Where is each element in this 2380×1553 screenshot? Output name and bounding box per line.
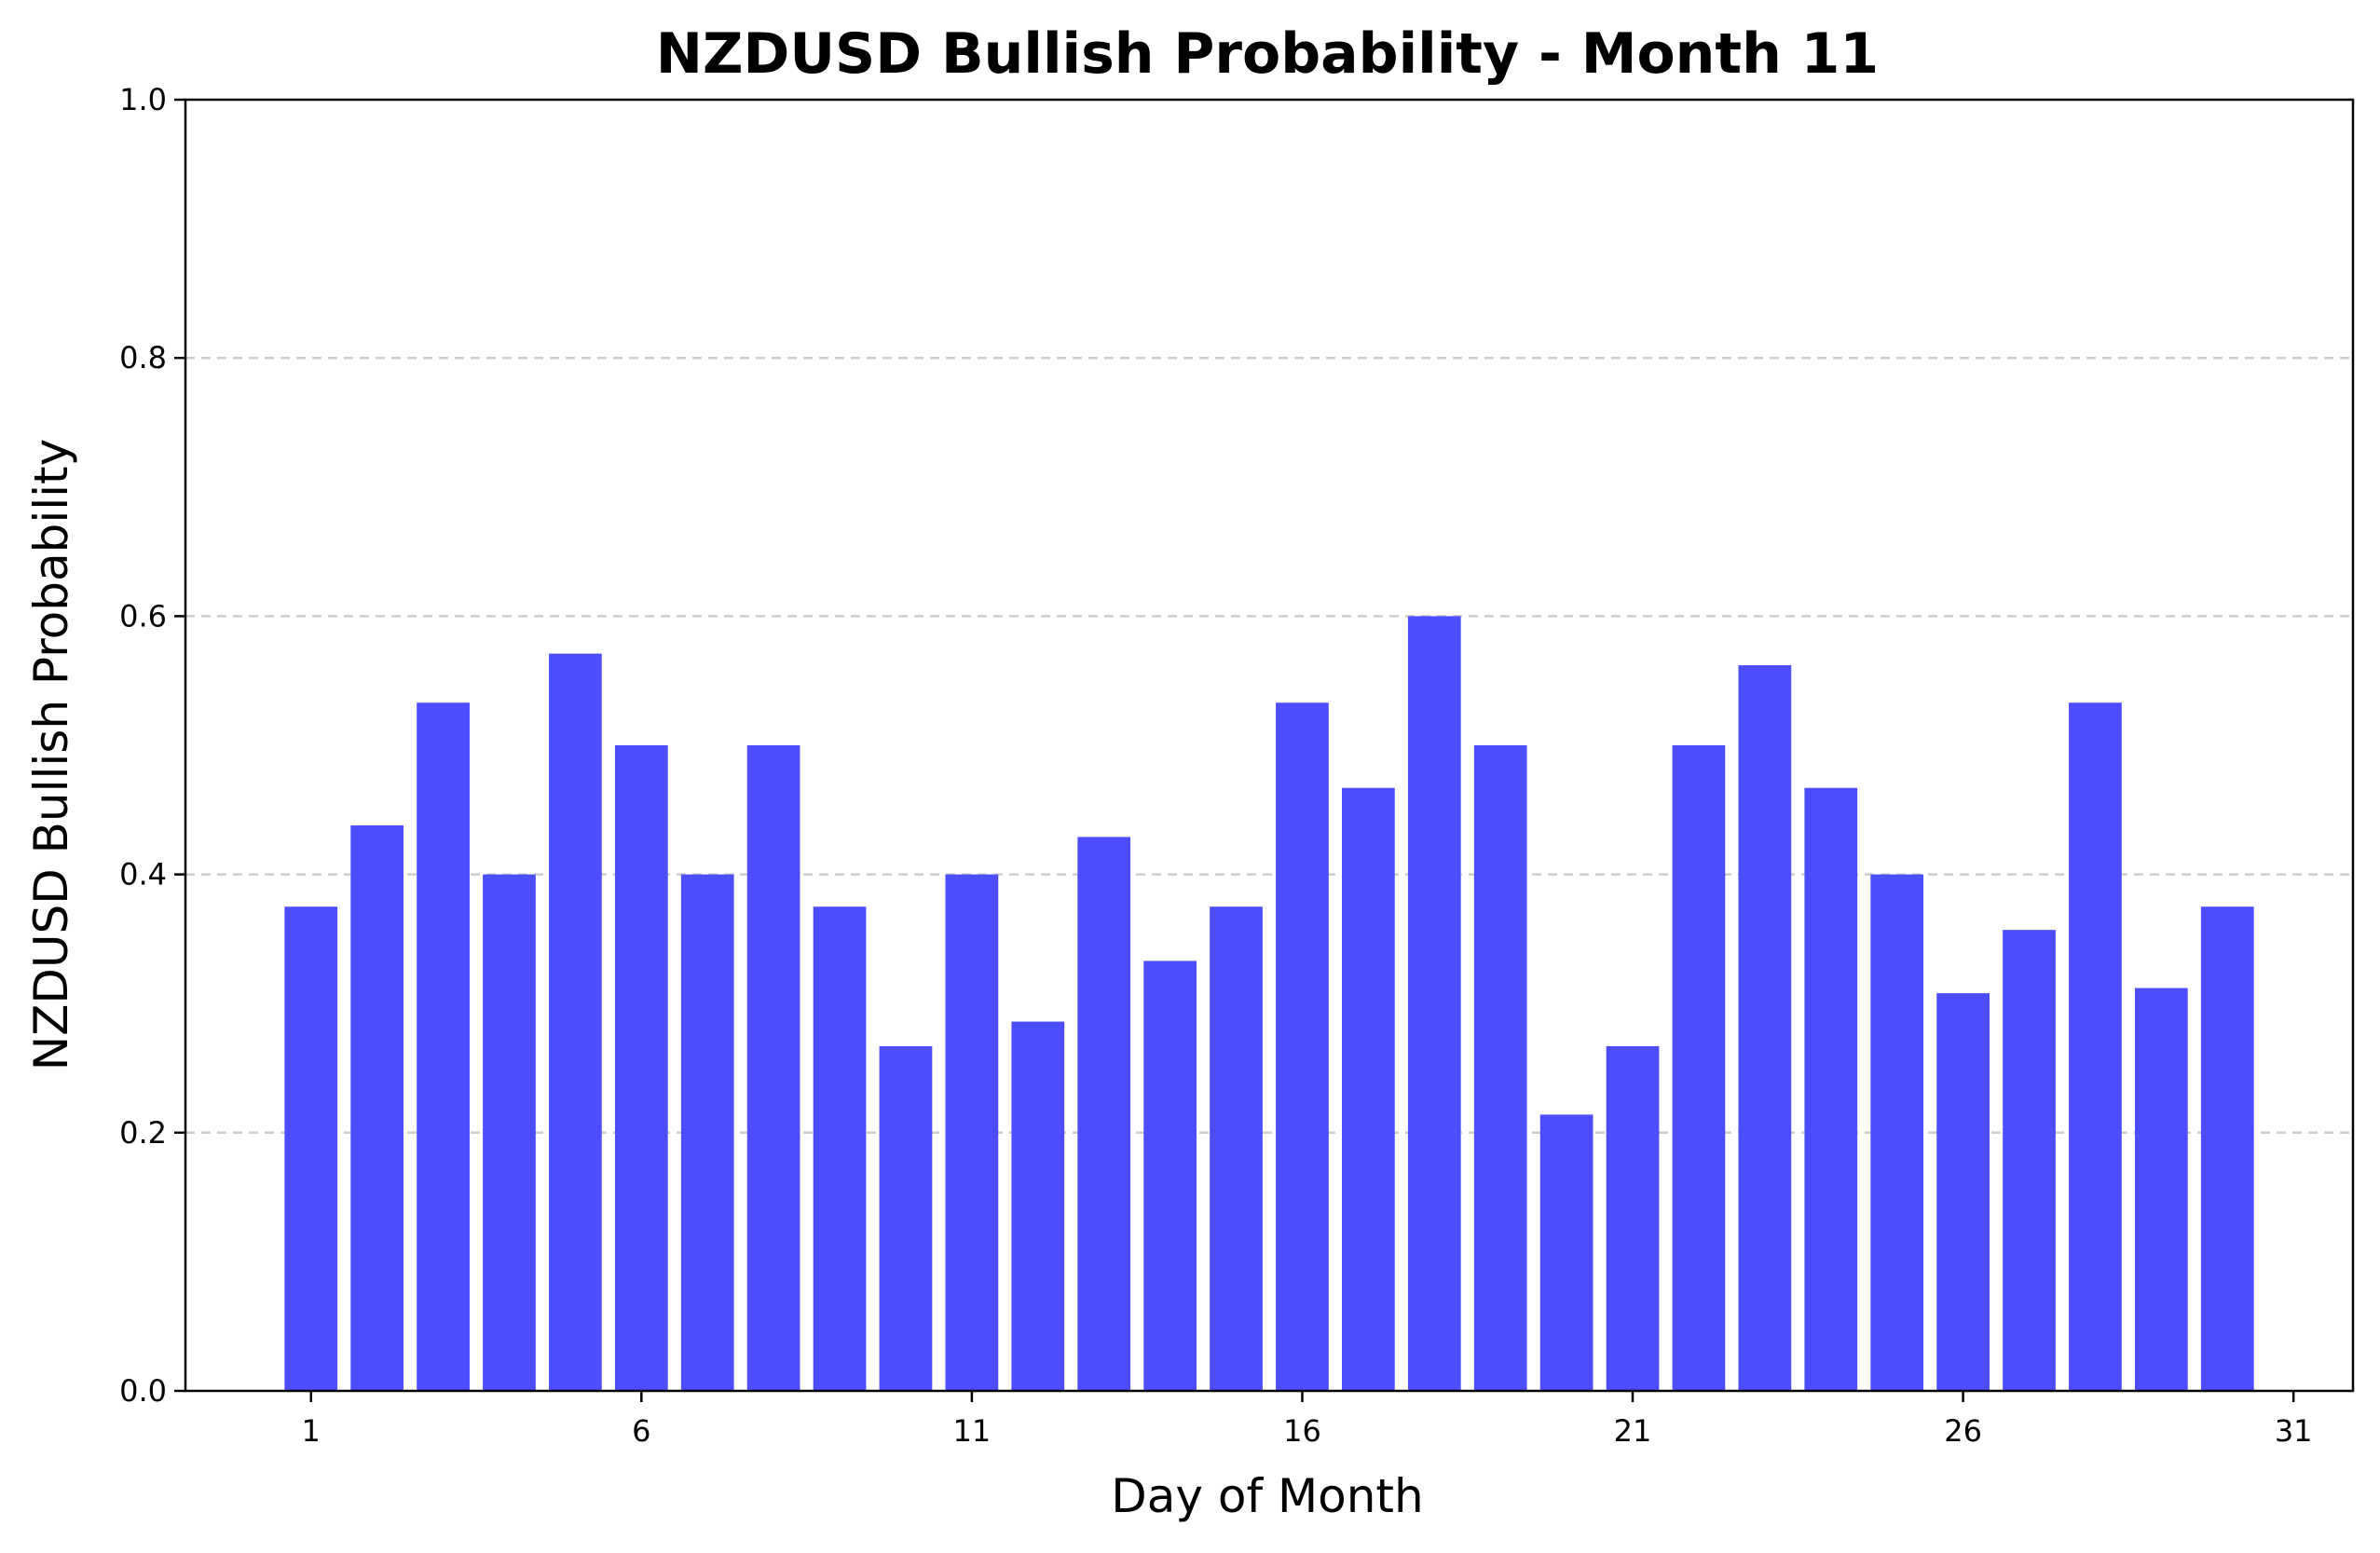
x-axis-label: Day of Month: [1111, 1469, 1423, 1523]
bar-day-18: [1407, 616, 1461, 1391]
bar-day-5: [549, 653, 602, 1391]
bar-day-24: [1804, 787, 1858, 1391]
y-tick-label: 0.2: [119, 1115, 167, 1151]
bar-day-15: [1210, 906, 1263, 1391]
bar-day-13: [1077, 837, 1131, 1391]
bar-day-25: [1870, 874, 1924, 1391]
bar-day-9: [813, 906, 867, 1391]
x-tick-label: 1: [302, 1413, 321, 1449]
y-tick-label: 0.6: [119, 598, 167, 633]
bars: [284, 616, 2254, 1391]
bar-day-20: [1539, 1114, 1594, 1391]
bar-day-4: [483, 874, 536, 1391]
x-tick-label: 6: [632, 1413, 650, 1449]
x-tick-label: 11: [953, 1413, 992, 1449]
x-tick-label: 31: [2275, 1413, 2313, 1449]
chart-title: NZDUSD Bullish Probability - Month 11: [656, 21, 1879, 87]
y-tick-label: 0.4: [119, 857, 167, 892]
bar-day-1: [284, 906, 338, 1391]
bar-day-16: [1276, 702, 1329, 1391]
y-axis-label: NZDUSD Bullish Probability: [24, 439, 78, 1071]
bar-day-7: [680, 874, 734, 1391]
bar-day-17: [1342, 787, 1395, 1391]
y-tick-label: 0.8: [119, 340, 167, 375]
bar-day-28: [2069, 702, 2122, 1391]
bar-day-19: [1473, 745, 1527, 1391]
gridlines: [185, 356, 2353, 1135]
bar-day-26: [1936, 993, 1990, 1391]
bar-day-2: [350, 824, 404, 1391]
bar-day-21: [1606, 1045, 1660, 1391]
bar-day-23: [1738, 665, 1792, 1391]
plot-frame: [184, 98, 2355, 1393]
bar-day-14: [1143, 960, 1197, 1391]
x-tick-label: 21: [1614, 1413, 1652, 1449]
bar-day-30: [2200, 906, 2254, 1391]
x-tick-label: 26: [1944, 1413, 1982, 1449]
bar-day-27: [2003, 930, 2056, 1391]
x-axis-ticks: 1 6 11 16 21 26 31: [302, 1391, 2313, 1449]
y-tick-label: 1.0: [119, 82, 167, 117]
bar-day-3: [417, 702, 470, 1391]
bar-day-6: [614, 745, 668, 1391]
x-tick-label: 16: [1283, 1413, 1321, 1449]
y-tick-label: 0.0: [119, 1373, 167, 1409]
bar-day-12: [1011, 1021, 1065, 1391]
bar-day-8: [746, 745, 800, 1391]
bar-day-11: [945, 874, 999, 1391]
y-axis-ticks: 0.0 0.2 0.4 0.6 0.8 1.0: [119, 82, 185, 1409]
bar-day-29: [2134, 988, 2188, 1391]
bar-day-22: [1672, 745, 1726, 1391]
bar-day-10: [879, 1045, 933, 1391]
